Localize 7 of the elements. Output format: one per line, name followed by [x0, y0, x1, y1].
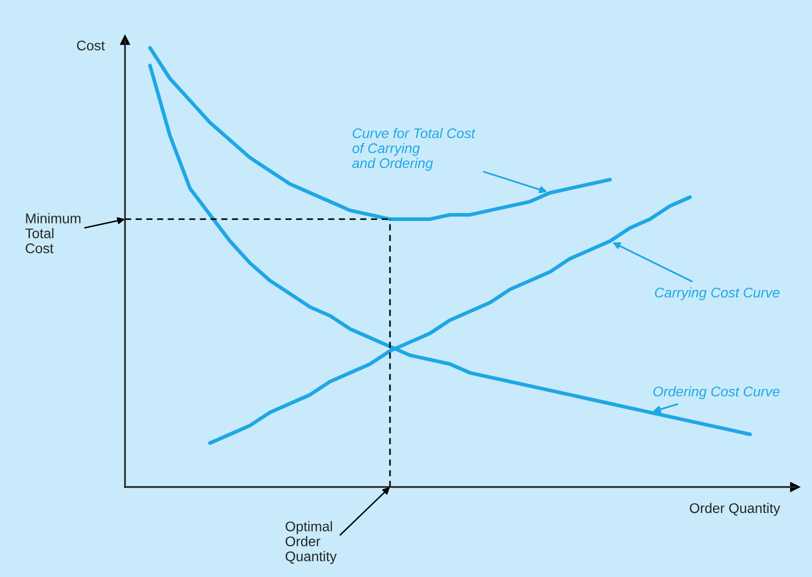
- text: Optimal Order Quantity: [286, 521, 337, 564]
- legend-label: Minimum Total Cost: [25, 213, 80, 254]
- text: Carrying Cost Curve: [654, 287, 780, 300]
- x-axis-title: Order Quantity: [690, 502, 780, 516]
- series-label: Ordering Cost Curve: [653, 386, 780, 400]
- y-axis-title: Cost: [77, 40, 105, 50]
- text: Curve for Total Cost of Carrying and Ordering: [352, 128, 476, 171]
